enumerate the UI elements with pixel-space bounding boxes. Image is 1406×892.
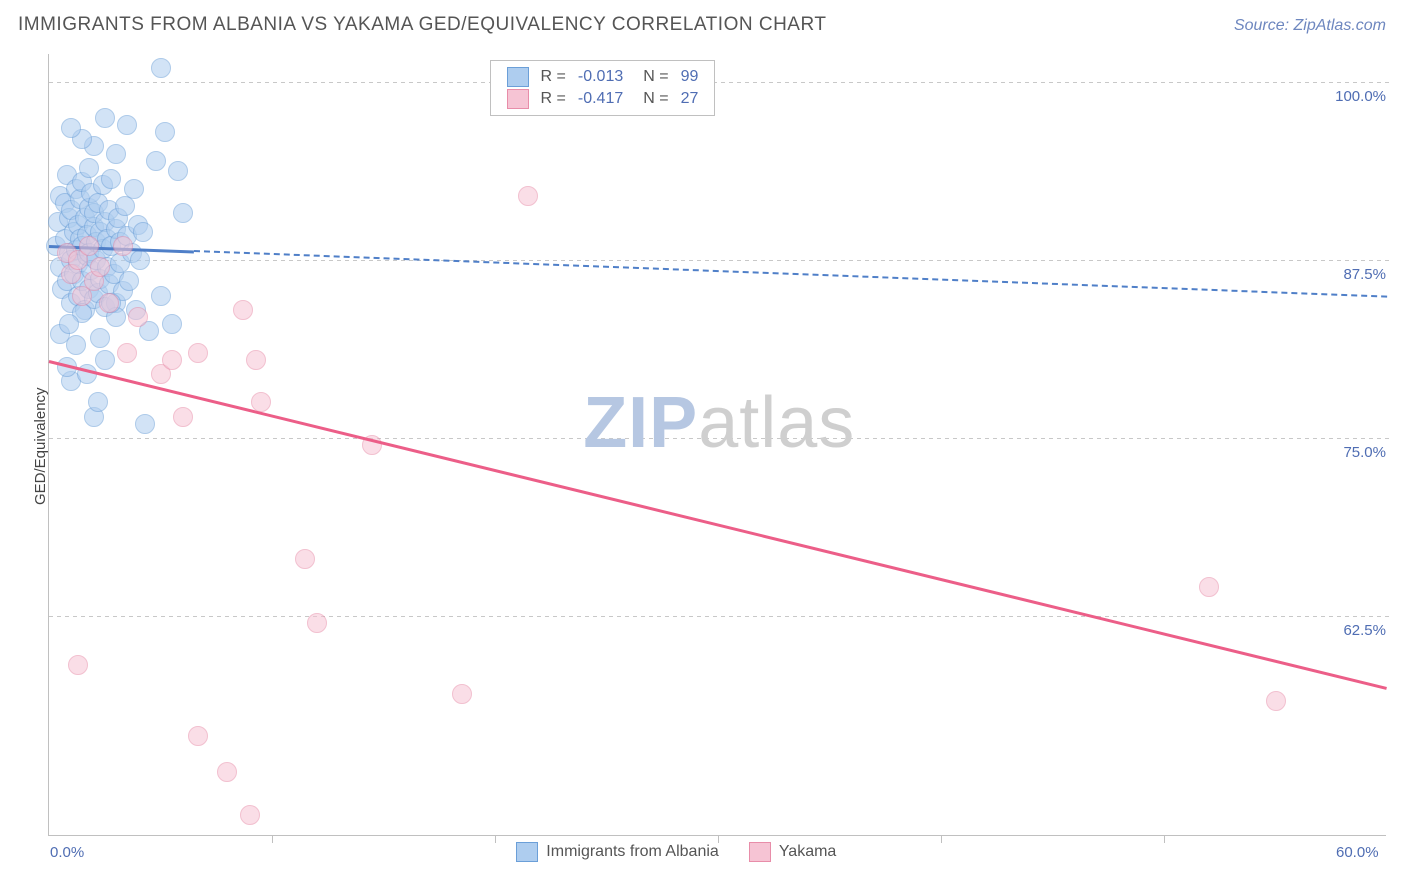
- y-tick-label: 62.5%: [1316, 622, 1386, 639]
- x-tick: [272, 835, 273, 843]
- data-point: [162, 350, 182, 370]
- data-point: [151, 286, 171, 306]
- gridline: [49, 616, 1392, 617]
- x-max-label: 60.0%: [1336, 844, 1379, 861]
- series-legend: Immigrants from Albania Yakama: [516, 842, 836, 862]
- legend-swatch: [507, 67, 529, 87]
- legend-item: Yakama: [749, 842, 837, 862]
- data-point: [95, 350, 115, 370]
- legend-text: R =: [535, 66, 572, 88]
- data-point: [233, 300, 253, 320]
- data-point: [307, 613, 327, 633]
- legend-label: Yakama: [779, 843, 837, 861]
- data-point: [117, 343, 137, 363]
- y-axis-title: GED/Equivalency: [32, 387, 49, 505]
- x-tick: [495, 835, 496, 843]
- legend-text: N =: [629, 66, 674, 88]
- chart-title: IMMIGRANTS FROM ALBANIA VS YAKAMA GED/EQ…: [18, 14, 826, 36]
- data-point: [188, 726, 208, 746]
- data-point: [162, 314, 182, 334]
- data-point: [151, 58, 171, 78]
- legend-label: Immigrants from Albania: [546, 843, 719, 861]
- data-point: [173, 407, 193, 427]
- data-point: [101, 169, 121, 189]
- legend-swatch: [516, 842, 538, 862]
- data-point: [452, 684, 472, 704]
- data-point: [188, 343, 208, 363]
- data-point: [155, 122, 175, 142]
- gridline: [49, 438, 1392, 439]
- data-point: [115, 196, 135, 216]
- data-point: [217, 762, 237, 782]
- legend-text: -0.013: [572, 66, 629, 88]
- data-point: [79, 236, 99, 256]
- trend-line-extrapolated: [194, 250, 1387, 298]
- data-point: [246, 350, 266, 370]
- data-point: [124, 179, 144, 199]
- data-point: [79, 158, 99, 178]
- gridline: [49, 82, 1392, 83]
- data-point: [1199, 577, 1219, 597]
- data-point: [130, 250, 150, 270]
- data-point: [90, 257, 110, 277]
- correlation-legend: R =-0.013N =99 R =-0.417N =27: [490, 60, 716, 116]
- data-point: [1266, 691, 1286, 711]
- y-tick-label: 100.0%: [1316, 88, 1386, 105]
- data-point: [106, 144, 126, 164]
- data-point: [90, 328, 110, 348]
- legend-swatch: [507, 89, 529, 109]
- data-point: [168, 161, 188, 181]
- data-point: [135, 414, 155, 434]
- data-point: [68, 655, 88, 675]
- legend-text: 27: [675, 88, 705, 110]
- data-point: [240, 805, 260, 825]
- gridline: [49, 260, 1392, 261]
- data-point: [113, 236, 133, 256]
- legend-text: -0.417: [572, 88, 629, 110]
- legend-swatch: [749, 842, 771, 862]
- data-point: [119, 271, 139, 291]
- legend-text: R =: [535, 88, 572, 110]
- legend-text: 99: [675, 66, 705, 88]
- trend-line: [49, 360, 1388, 689]
- data-point: [295, 549, 315, 569]
- data-point: [95, 108, 115, 128]
- data-point: [128, 307, 148, 327]
- data-point: [518, 186, 538, 206]
- source-label: Source: ZipAtlas.com: [1234, 17, 1386, 35]
- x-min-label: 0.0%: [50, 844, 84, 861]
- x-tick: [941, 835, 942, 843]
- data-point: [146, 151, 166, 171]
- chart-plot-area: [48, 54, 1386, 836]
- legend-text: N =: [629, 88, 674, 110]
- data-point: [61, 118, 81, 138]
- x-tick: [1164, 835, 1165, 843]
- y-tick-label: 87.5%: [1316, 266, 1386, 283]
- data-point: [88, 392, 108, 412]
- data-point: [59, 314, 79, 334]
- data-point: [133, 222, 153, 242]
- data-point: [117, 115, 137, 135]
- data-point: [173, 203, 193, 223]
- y-tick-label: 75.0%: [1316, 444, 1386, 461]
- legend-item: Immigrants from Albania: [516, 842, 719, 862]
- data-point: [99, 293, 119, 313]
